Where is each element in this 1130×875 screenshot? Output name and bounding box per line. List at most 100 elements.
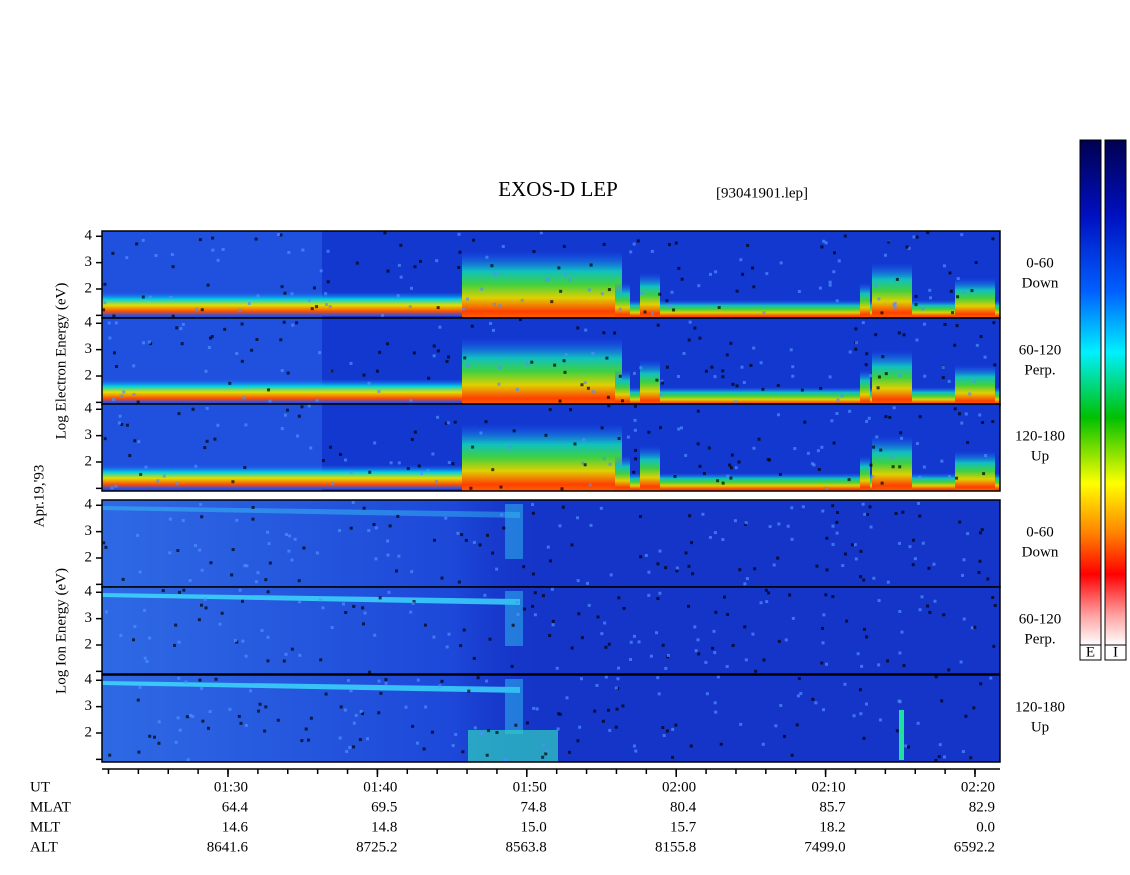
noise — [344, 611, 348, 615]
noise — [210, 335, 214, 339]
noise — [194, 464, 198, 468]
panel-frame — [101, 586, 1001, 675]
noise — [941, 376, 945, 380]
noise — [941, 365, 945, 369]
noise — [895, 729, 899, 733]
noise — [603, 621, 607, 625]
noise — [629, 658, 633, 662]
noise — [539, 231, 543, 235]
noise — [338, 736, 342, 740]
noise — [932, 562, 936, 566]
noise — [880, 481, 884, 485]
panel-angle: 0-60 — [1026, 255, 1054, 271]
panel-angle: 60-120 — [1019, 342, 1062, 358]
noise — [472, 540, 476, 544]
spectrogram-spike — [860, 283, 870, 318]
noise — [515, 387, 519, 391]
noise — [793, 447, 797, 451]
noise — [499, 485, 503, 489]
noise — [338, 529, 342, 533]
noise — [291, 323, 295, 327]
noise — [522, 565, 526, 569]
noise — [737, 460, 741, 464]
noise — [208, 336, 212, 340]
noise — [650, 249, 654, 253]
noise — [828, 375, 832, 379]
noise — [419, 259, 423, 263]
noise — [136, 698, 140, 702]
noise — [326, 249, 330, 253]
noise — [145, 659, 149, 663]
noise — [749, 363, 753, 367]
noise — [795, 723, 799, 727]
noise — [345, 749, 349, 753]
row-label: ALT — [30, 839, 58, 855]
noise — [586, 581, 590, 585]
spectrogram-spike — [872, 436, 912, 491]
noise — [244, 723, 248, 727]
noise — [791, 374, 795, 378]
noise — [725, 665, 729, 669]
noise — [296, 434, 300, 438]
noise — [287, 549, 291, 553]
noise — [119, 633, 123, 637]
noise — [304, 727, 308, 731]
noise — [103, 282, 107, 286]
noise — [921, 307, 925, 311]
y-tick-label: 3 — [85, 254, 93, 270]
noise — [125, 423, 129, 427]
noise — [238, 588, 242, 592]
noise — [898, 610, 902, 614]
noise — [705, 692, 709, 696]
noise — [923, 374, 927, 378]
noise — [682, 351, 686, 355]
noise — [148, 295, 152, 299]
table-cell: 02:00 — [662, 779, 696, 795]
noise — [697, 652, 701, 656]
noise — [211, 248, 215, 252]
noise — [739, 258, 743, 262]
noise — [562, 244, 566, 248]
noise — [118, 414, 122, 418]
noise — [599, 506, 603, 510]
noise — [865, 702, 869, 706]
noise — [607, 404, 611, 408]
noise — [714, 610, 718, 614]
noise — [993, 603, 997, 607]
noise — [182, 588, 186, 592]
noise — [879, 448, 883, 452]
noise — [865, 513, 869, 517]
noise — [409, 286, 413, 290]
noise — [707, 446, 711, 450]
noise — [472, 238, 476, 242]
noise — [486, 533, 490, 537]
noise — [386, 553, 390, 557]
noise — [977, 570, 981, 574]
noise — [237, 714, 241, 718]
y-tick-label: 4 — [85, 228, 93, 244]
noise — [608, 728, 612, 732]
noise — [177, 412, 181, 416]
noise — [953, 343, 957, 347]
noise — [378, 596, 382, 600]
noise — [816, 449, 820, 453]
noise — [569, 408, 573, 412]
noise — [197, 618, 201, 622]
noise — [358, 738, 362, 742]
noise — [966, 440, 970, 444]
noise — [912, 235, 916, 239]
noise — [198, 548, 202, 552]
noise — [647, 570, 651, 574]
noise — [290, 292, 294, 296]
noise — [772, 563, 776, 567]
noise — [570, 646, 574, 650]
noise — [438, 325, 442, 329]
noise — [298, 600, 302, 604]
spectrogram-low-band — [622, 300, 1000, 318]
noise — [462, 307, 466, 311]
noise — [266, 590, 270, 594]
noise — [845, 619, 849, 623]
y-tick-label: 2 — [85, 724, 93, 740]
noise — [859, 575, 863, 579]
noise — [319, 598, 323, 602]
